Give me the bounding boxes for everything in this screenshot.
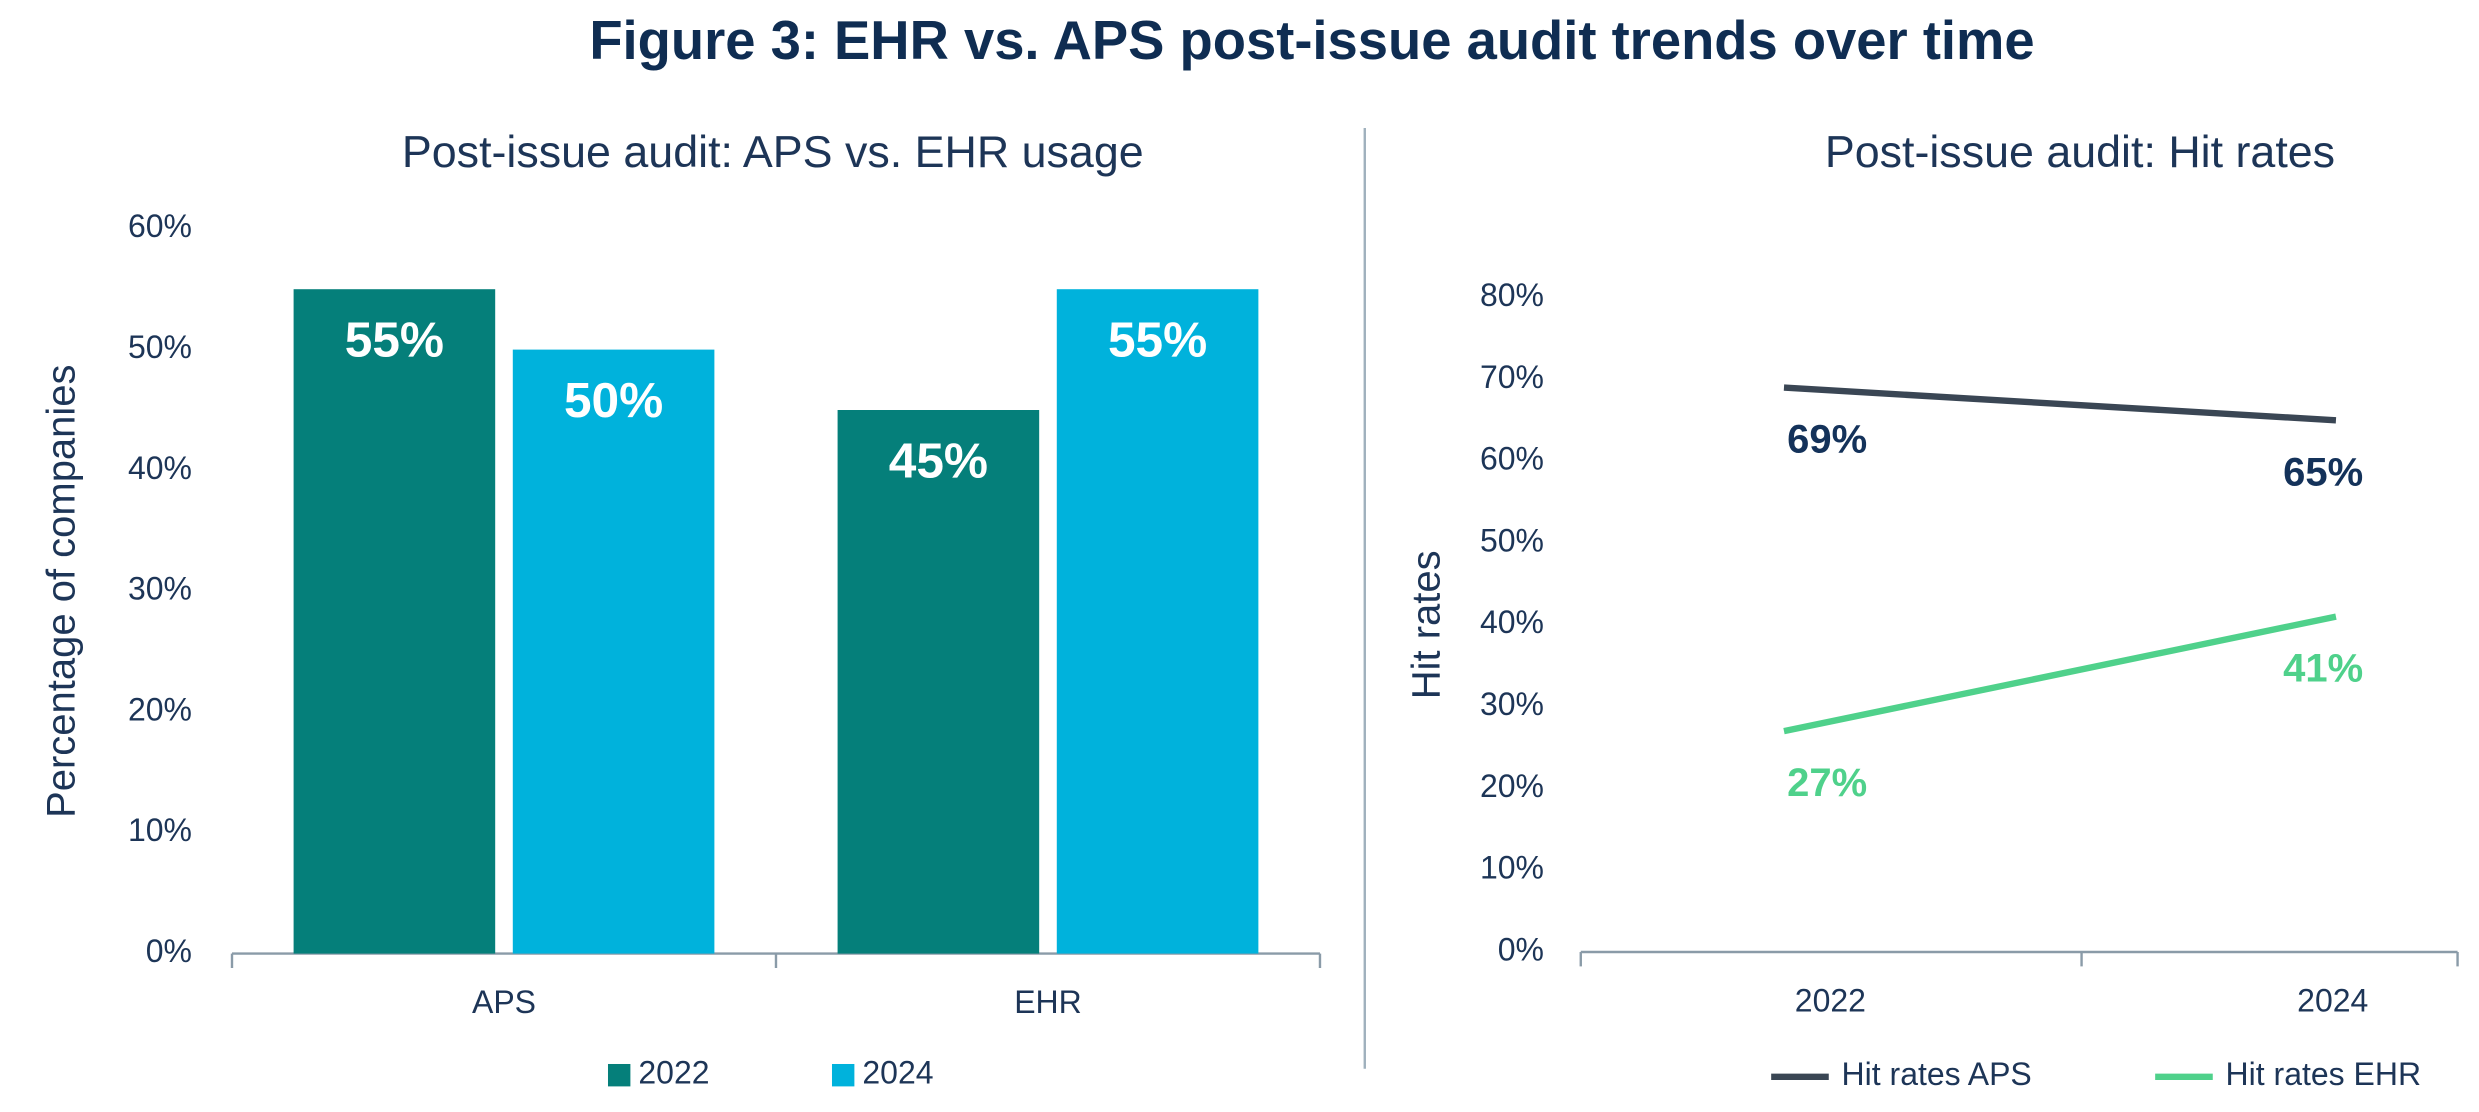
chart-title: Post-issue audit: APS vs. EHR usage (402, 127, 1144, 177)
legend-label: 2022 (638, 1055, 709, 1091)
y-tick-label: 30% (128, 571, 192, 607)
y-tick-label: 40% (1480, 604, 1544, 640)
y-tick-label: 70% (1480, 359, 1544, 395)
value-label: 55% (345, 312, 444, 368)
legend-swatch (607, 1063, 631, 1087)
y-tick-label: 40% (128, 450, 192, 486)
y-tick-label: 50% (128, 329, 192, 365)
y-tick-label: 80% (1480, 277, 1544, 313)
bar (293, 289, 496, 954)
bar (837, 410, 1040, 954)
value-label: 45% (889, 432, 988, 488)
x-tick-label: APS (472, 984, 536, 1020)
value-label: 65% (2283, 450, 2363, 494)
x-tick-label: EHR (1014, 984, 1082, 1020)
y-tick-label: 20% (128, 691, 192, 727)
bar (512, 349, 715, 954)
y-axis-label: Percentage of companies (40, 364, 84, 817)
legend-label: Hit rates APS (1842, 1056, 2032, 1092)
chart-title: Post-issue audit: Hit rates (1825, 127, 2335, 177)
y-tick-label: 60% (1480, 441, 1544, 477)
y-tick-label: 20% (1480, 768, 1544, 804)
x-tick-label: 2024 (2297, 983, 2368, 1019)
value-label: 55% (1108, 312, 1207, 368)
value-label: 27% (1787, 761, 1867, 805)
value-label: 69% (1787, 418, 1867, 462)
y-tick-label: 10% (128, 812, 192, 848)
line (1783, 613, 2337, 735)
legend-swatch (831, 1063, 855, 1087)
figure-title: Figure 3: EHR vs. APS post-issue audit t… (589, 10, 2034, 71)
y-tick-label: 30% (1480, 686, 1544, 722)
legend-label: Hit rates EHR (2226, 1056, 2421, 1092)
bar (1056, 289, 1259, 954)
y-tick-label: 0% (146, 933, 192, 969)
y-tick-label: 50% (1480, 522, 1544, 558)
y-tick-label: 0% (1498, 931, 1544, 967)
line (1783, 384, 2337, 424)
value-label: 41% (2283, 647, 2363, 691)
x-tick-label: 2022 (1795, 983, 1866, 1019)
legend-label: 2024 (862, 1055, 933, 1091)
y-axis-label: Hit rates (1404, 550, 1448, 699)
value-label: 50% (564, 372, 663, 428)
y-tick-label: 10% (1480, 850, 1544, 886)
y-tick-label: 60% (128, 208, 192, 244)
